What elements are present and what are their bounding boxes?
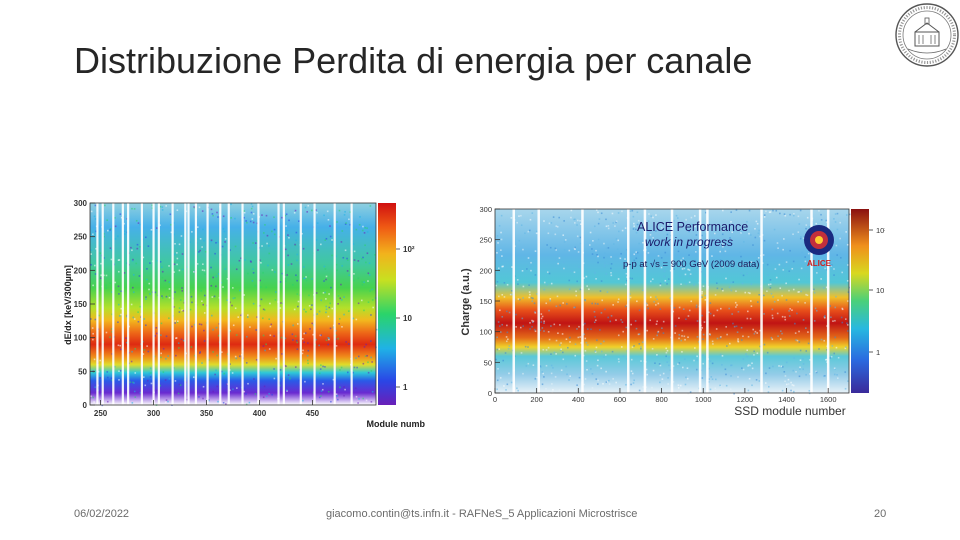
colorbar-tick-label: 10² — [876, 226, 885, 235]
y-tick-label: 50 — [78, 367, 87, 376]
empty-module-column — [227, 203, 230, 405]
slide-title: Distribuzione Perdita di energia per can… — [74, 40, 753, 81]
annotation-subtitle: work in progress — [645, 235, 733, 249]
empty-module-column — [698, 209, 702, 393]
empty-module-column — [299, 203, 302, 405]
y-tick-label: 100 — [74, 334, 88, 343]
empty-module-column — [760, 209, 763, 393]
empty-module-column — [581, 209, 584, 393]
x-tick-label: 200 — [530, 395, 543, 404]
x-tick-label: 400 — [572, 395, 585, 404]
density-speckles — [90, 203, 378, 407]
y-tick-label: 100 — [479, 328, 492, 337]
x-tick-label: 800 — [655, 395, 668, 404]
x-tick-label: 300 — [147, 409, 161, 418]
heatmap-chart-module-number: 250 300 350 400 450 0 50 100 150 200 250 300 Module… — [63, 199, 426, 429]
annotation-conditions: p-p at √s = 900 GeV (2009 data) — [623, 259, 759, 270]
heatmap-chart-ssd-module-number: 0 200 400 600 800 1000 1200 1400 1600 0 50 100 150 20… — [460, 205, 885, 418]
y-axis-label: Charge (a.u.) — [460, 268, 472, 336]
x-tick-label: 1400 — [778, 395, 795, 404]
y-tick-label: 300 — [74, 199, 88, 208]
colorbar-tick-label: 1 — [876, 348, 880, 357]
colorbar-tick-label: 10² — [403, 245, 415, 254]
y-tick-label: 150 — [74, 300, 88, 309]
empty-module-column — [96, 203, 99, 405]
x-tick-label: 450 — [306, 409, 320, 418]
annotation-title: ALICE Performance — [637, 220, 748, 234]
empty-module-column — [810, 209, 813, 393]
y-tick-label: 150 — [479, 297, 492, 306]
colorbar — [378, 203, 396, 405]
empty-module-column — [257, 203, 260, 405]
empty-module-column — [627, 209, 630, 393]
empty-module-column — [112, 203, 115, 405]
empty-module-column — [121, 203, 124, 405]
empty-module-column — [350, 203, 353, 405]
empty-module-column — [512, 209, 515, 393]
x-tick-label: 1200 — [737, 395, 754, 404]
empty-module-column — [184, 203, 187, 405]
empty-module-column — [643, 209, 647, 393]
page-number: 20 — [874, 508, 887, 520]
empty-module-column — [101, 203, 104, 405]
y-tick-label: 0 — [83, 401, 88, 410]
x-axis-label: SSD module number — [734, 404, 845, 418]
y-tick-label: 250 — [479, 236, 492, 245]
empty-module-column — [194, 203, 198, 405]
empty-module-column — [241, 203, 244, 405]
density-speckles — [495, 209, 851, 395]
empty-module-column — [826, 209, 830, 393]
empty-module-column — [537, 209, 540, 393]
colorbar-tick-label: 10 — [876, 286, 884, 295]
empty-module-column — [187, 203, 190, 405]
empty-module-column — [152, 203, 155, 405]
empty-module-column — [333, 203, 336, 405]
university-seal-icon — [895, 3, 959, 67]
colorbar — [851, 209, 869, 393]
footer-center-text: giacomo.contin@ts.infn.it - RAFNeS_5 App… — [326, 508, 638, 520]
density-band — [90, 203, 376, 405]
empty-module-column — [171, 203, 174, 405]
y-tick-label: 50 — [484, 358, 492, 367]
y-tick-label: 300 — [479, 205, 492, 214]
empty-module-column — [140, 203, 144, 405]
x-tick-label: 400 — [253, 409, 267, 418]
colorbar-tick-label: 10 — [403, 314, 412, 323]
alice-logo-text: ALICE — [807, 259, 832, 268]
colorbar-tick-label: 1 — [403, 383, 408, 392]
y-tick-label: 200 — [479, 266, 492, 275]
x-tick-label: 0 — [493, 395, 497, 404]
y-tick-label: 200 — [74, 266, 88, 275]
empty-module-column — [282, 203, 285, 405]
x-tick-label: 1600 — [820, 395, 837, 404]
empty-module-column — [277, 203, 280, 405]
empty-module-column — [157, 203, 160, 405]
empty-module-column — [127, 203, 130, 405]
y-tick-label: 250 — [74, 233, 88, 242]
empty-module-column — [313, 203, 316, 405]
empty-module-column — [706, 209, 709, 393]
empty-module-column — [670, 209, 674, 393]
empty-module-column — [219, 203, 222, 405]
y-axis-label: dE/dx [keV/300µm] — [63, 265, 73, 345]
x-tick-label: 350 — [200, 409, 214, 418]
x-axis-label: Module number — [367, 419, 426, 429]
x-tick-label: 250 — [94, 409, 108, 418]
empty-module-column — [206, 203, 209, 405]
x-tick-label: 600 — [614, 395, 627, 404]
x-tick-label: 1000 — [695, 395, 712, 404]
alice-logo-icon: ALICE — [804, 225, 834, 268]
footer-date: 06/02/2022 — [74, 508, 130, 520]
y-tick-label: 0 — [488, 389, 492, 398]
